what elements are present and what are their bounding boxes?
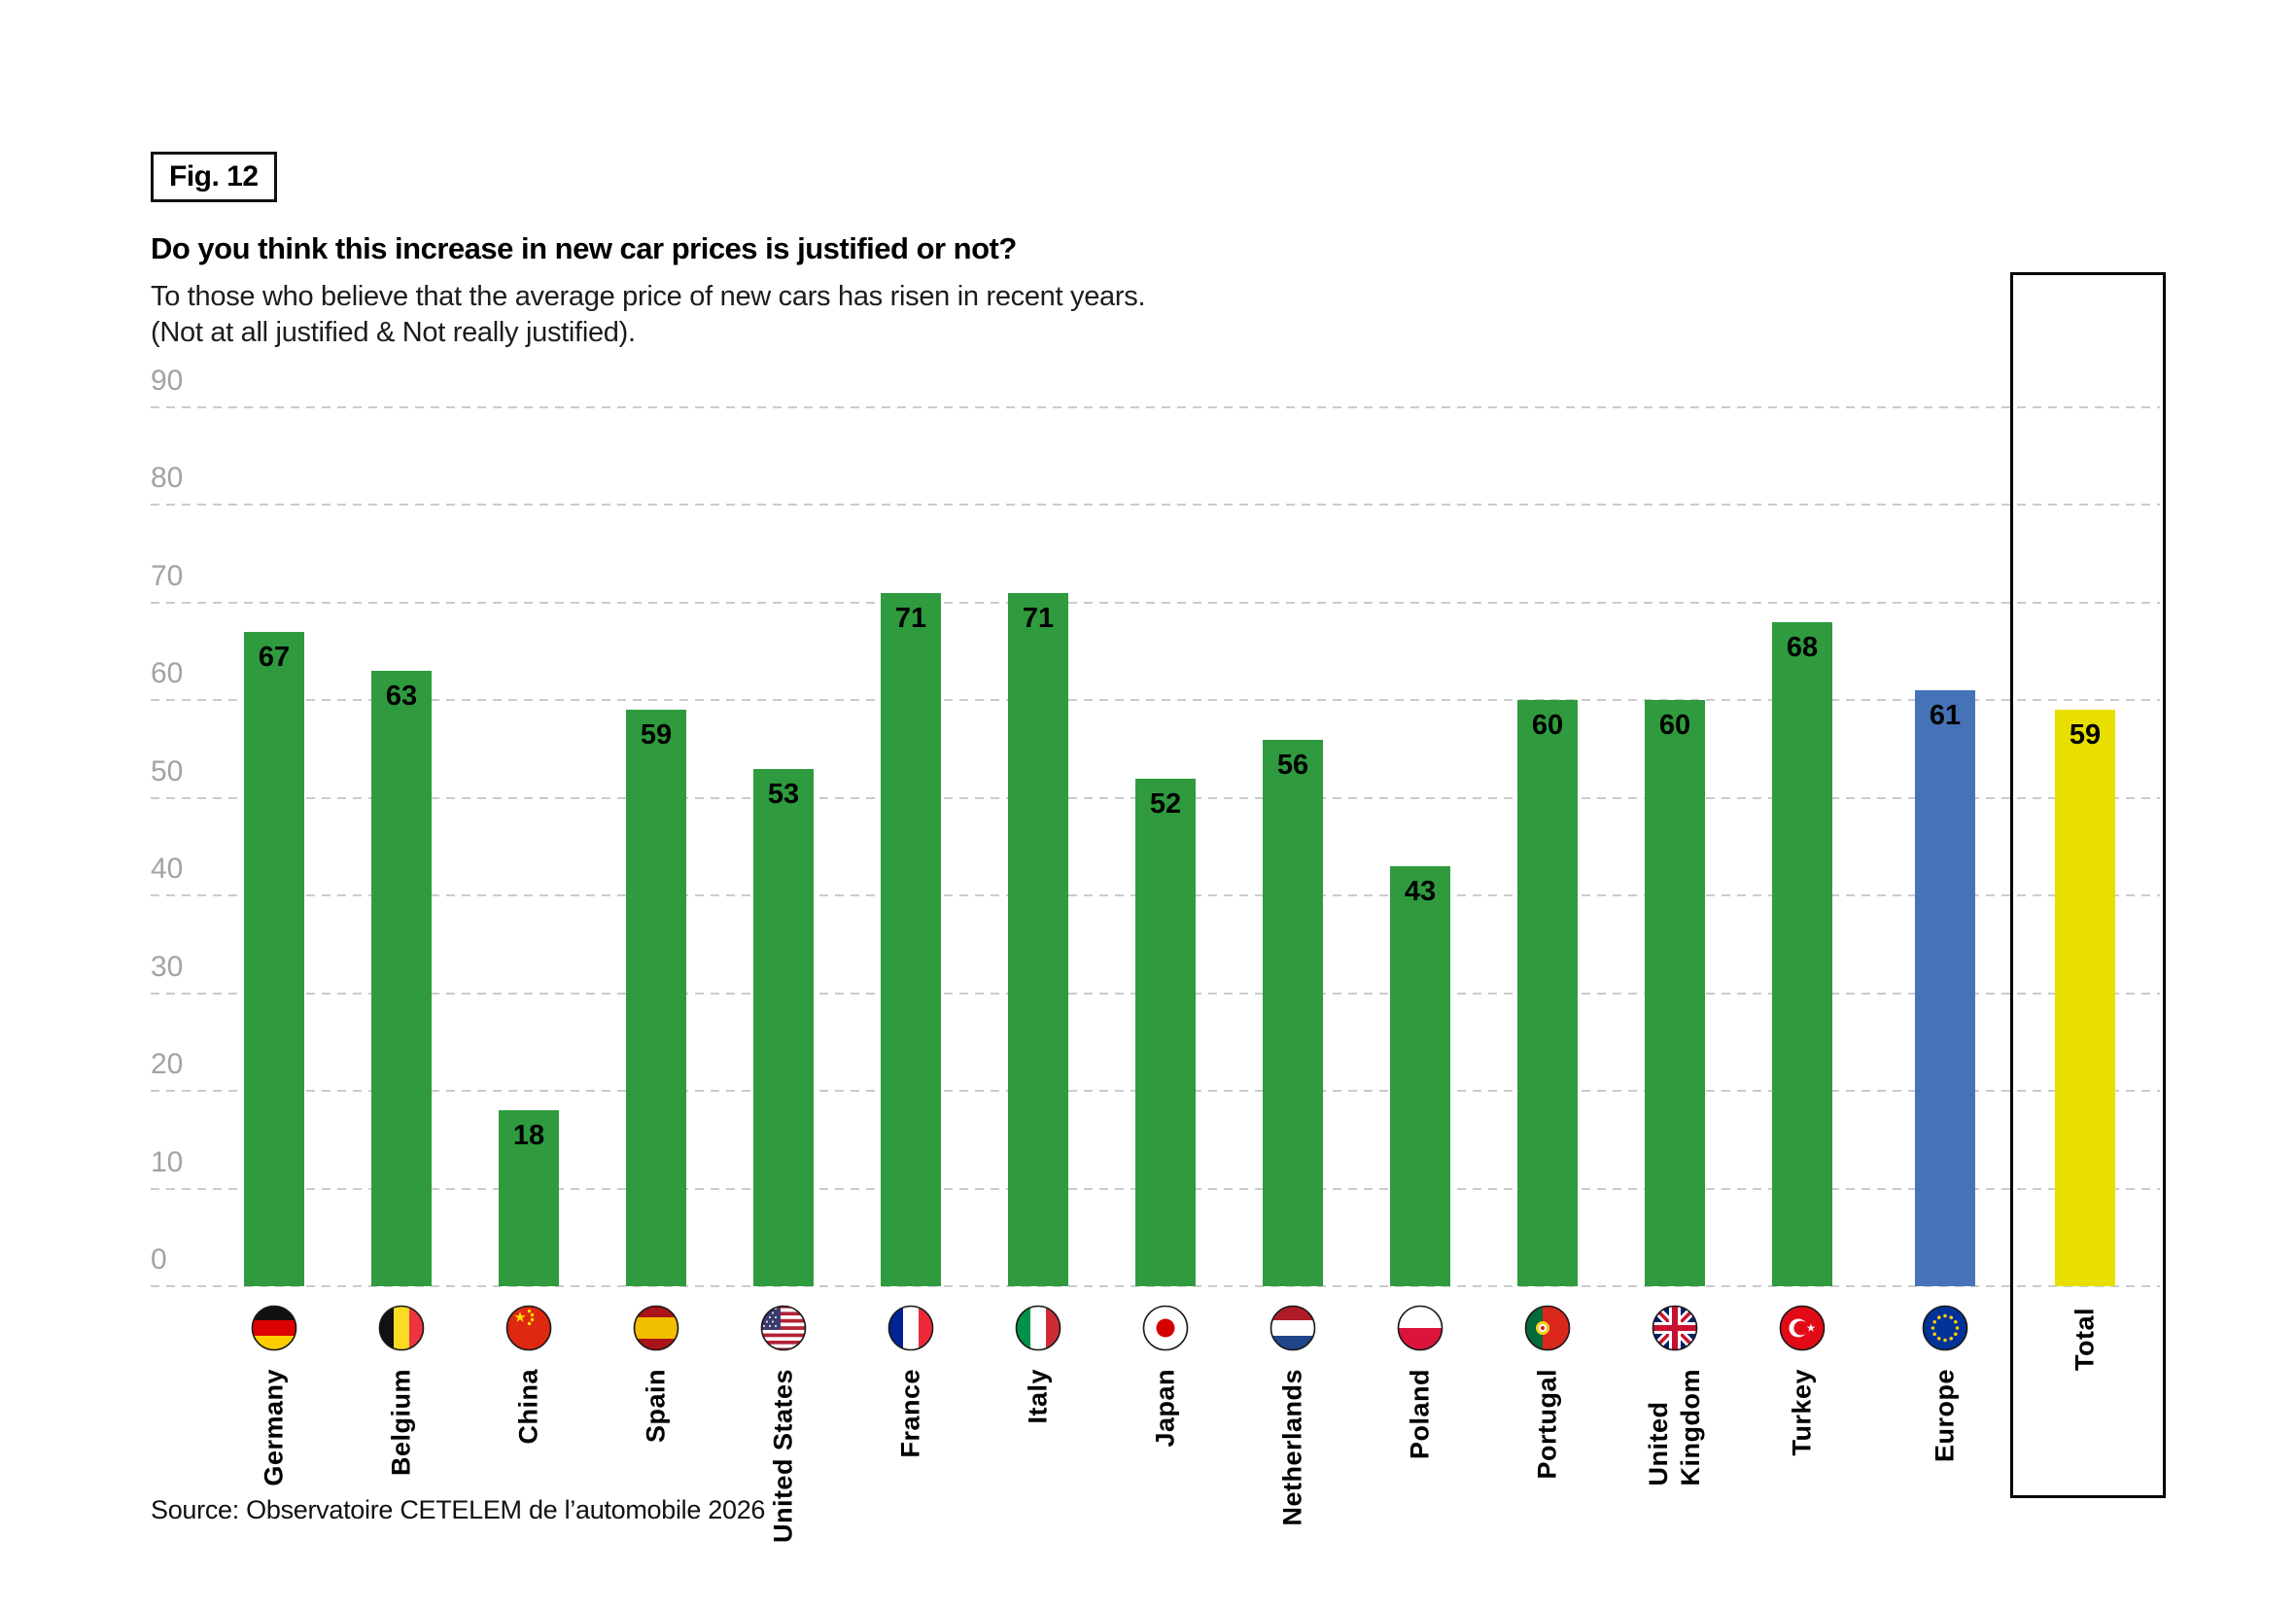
category-label-france: France <box>895 1369 925 1458</box>
category-label-netherlands: Netherlands <box>1277 1369 1307 1526</box>
bar-value-belgium: 63 <box>385 681 418 713</box>
italy-flag <box>1015 1305 1061 1351</box>
japan-flag <box>1142 1305 1189 1351</box>
gridline-0 <box>151 1285 2160 1287</box>
gridline-90 <box>151 406 2160 409</box>
y-axis-tick-80: 80 <box>151 462 184 495</box>
bar-spain <box>626 710 686 1286</box>
bar-value-turkey: 68 <box>1786 632 1819 663</box>
bar-poland <box>1390 866 1450 1286</box>
category-label-united-kingdom: United Kingdom <box>1644 1369 1705 1486</box>
bar-value-japan: 52 <box>1149 787 1182 820</box>
china-flag <box>505 1305 552 1351</box>
belgium-flag <box>378 1305 425 1351</box>
bar-value-netherlands: 56 <box>1276 749 1309 781</box>
bar-portugal <box>1517 700 1578 1286</box>
bar-belgium <box>371 671 432 1286</box>
y-axis-tick-40: 40 <box>151 853 184 886</box>
portugal-flag <box>1524 1305 1571 1351</box>
gridline-60 <box>151 699 2160 702</box>
bar-total <box>2055 710 2115 1286</box>
total-highlight-box <box>2010 272 2166 1498</box>
spain-flag <box>633 1305 679 1351</box>
bar-value-france: 71 <box>894 602 927 634</box>
bar-germany <box>244 632 304 1286</box>
united-states-flag <box>760 1305 807 1351</box>
france-flag <box>887 1305 934 1351</box>
bar-value-total: 59 <box>2069 719 2102 752</box>
category-label-total: Total <box>2070 1308 2100 1371</box>
y-axis-tick-60: 60 <box>151 657 184 690</box>
y-axis-tick-10: 10 <box>151 1145 184 1178</box>
bar-value-united-kingdom: 60 <box>1658 710 1691 742</box>
category-label-belgium: Belgium <box>386 1369 416 1477</box>
category-label-china: China <box>513 1369 543 1445</box>
category-label-poland: Poland <box>1405 1369 1435 1460</box>
category-label-italy: Italy <box>1023 1369 1053 1424</box>
turkey-flag <box>1779 1305 1826 1351</box>
bar-united-kingdom <box>1645 700 1705 1286</box>
figure-badge: Fig. 12 <box>151 152 277 202</box>
category-label-japan: Japan <box>1150 1369 1180 1448</box>
category-label-europe: Europe <box>1930 1369 1960 1463</box>
y-axis-tick-0: 0 <box>151 1243 167 1276</box>
bar-value-united-states: 53 <box>767 778 800 810</box>
category-label-portugal: Portugal <box>1532 1369 1562 1480</box>
bar-italy <box>1008 592 1068 1286</box>
poland-flag <box>1397 1305 1444 1351</box>
y-axis-tick-70: 70 <box>151 559 184 592</box>
chart-title: Do you think this increase in new car pr… <box>151 231 1017 265</box>
bar-europe <box>1915 690 1975 1286</box>
bar-value-poland: 43 <box>1404 876 1437 908</box>
source-note: Source: Observatoire CETELEM de l’automo… <box>151 1495 766 1524</box>
category-label-turkey: Turkey <box>1787 1369 1817 1456</box>
gridline-80 <box>151 504 2160 507</box>
category-label-germany: Germany <box>259 1369 289 1486</box>
y-axis-tick-50: 50 <box>151 754 184 787</box>
y-axis-tick-90: 90 <box>151 365 184 398</box>
bar-netherlands <box>1263 739 1323 1286</box>
netherlands-flag <box>1270 1305 1316 1351</box>
category-label-spain: Spain <box>641 1369 671 1444</box>
bar-china <box>499 1110 559 1286</box>
bar-value-spain: 59 <box>640 719 673 752</box>
chart-subtitle: To those who believe that the average pr… <box>151 281 1146 348</box>
y-axis-tick-20: 20 <box>151 1048 184 1081</box>
bar-united-states <box>753 768 814 1286</box>
bar-value-china: 18 <box>512 1120 545 1152</box>
y-axis-tick-30: 30 <box>151 950 184 983</box>
bar-value-europe: 61 <box>1929 700 1962 732</box>
gridline-70 <box>151 601 2160 604</box>
germany-flag <box>251 1305 297 1351</box>
category-label-united-states: United States <box>768 1369 798 1544</box>
bar-france <box>881 592 941 1286</box>
bar-value-germany: 67 <box>258 642 291 674</box>
bar-japan <box>1135 778 1196 1286</box>
bar-value-portugal: 60 <box>1531 710 1564 742</box>
europe-flag <box>1922 1305 1968 1351</box>
bar-turkey <box>1772 622 1832 1286</box>
united-kingdom-flag <box>1652 1305 1698 1351</box>
bar-value-italy: 71 <box>1022 602 1055 634</box>
